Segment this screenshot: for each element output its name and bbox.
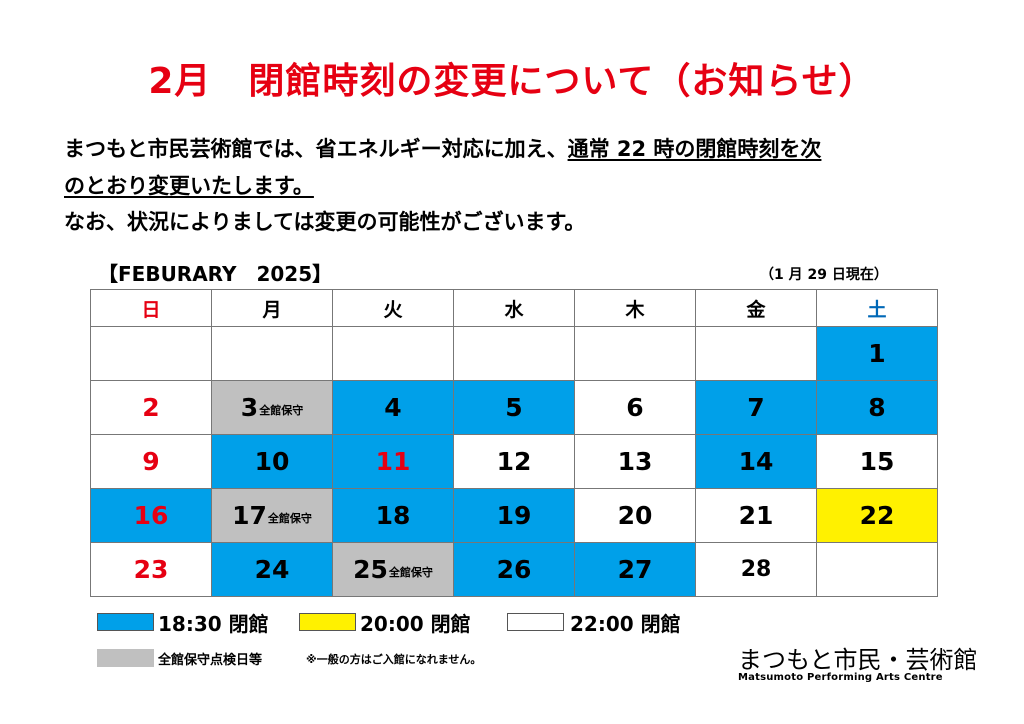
- week-row: 9 10 11 12 13 14 15: [90, 434, 938, 489]
- venue-logo-japanese: まつもと市民・芸術館: [738, 646, 978, 674]
- page-title: 2月 閉館時刻の変更について（お知らせ）: [148, 61, 876, 102]
- day-cell: [816, 542, 938, 597]
- day-cell: 20: [574, 488, 696, 543]
- day-cell-maintenance: 3全館保守: [211, 380, 333, 435]
- day-number: 25: [353, 555, 388, 584]
- day-cell: [453, 326, 575, 381]
- day-cell: 2: [90, 380, 212, 435]
- day-cell: 18: [332, 488, 454, 543]
- day-cell: 23: [90, 542, 212, 597]
- day-cell: 22: [816, 488, 938, 543]
- day-cell: 21: [695, 488, 817, 543]
- day-cell: [90, 326, 212, 381]
- day-cell: 24: [211, 542, 333, 597]
- day-cell-holiday: 11: [332, 434, 454, 489]
- day-cell: 7: [695, 380, 817, 435]
- day-cell: 5: [453, 380, 575, 435]
- week-row: 16 17全館保守 18 19 20 21 22: [90, 488, 938, 543]
- legend-label-gray: 全館保守点検日等: [158, 653, 263, 668]
- day-cell: 13: [574, 434, 696, 489]
- day-cell: 26: [453, 542, 575, 597]
- day-number: 17: [232, 501, 267, 530]
- maintenance-note: 全館保守: [388, 566, 433, 579]
- notice-line-2: のとおり変更いたします。: [64, 174, 314, 198]
- legend-swatch-yellow: [299, 613, 356, 631]
- day-cell-maintenance: 25全館保守: [332, 542, 454, 597]
- legend-swatch-white: [507, 613, 564, 631]
- day-cell: 4: [332, 380, 454, 435]
- day-cell: 16: [90, 488, 212, 543]
- week-row: 2 3全館保守 4 5 6 7 8: [90, 380, 938, 435]
- as-of-date: （1 月 29 日現在）: [760, 267, 888, 283]
- legend-label-blue: 18:30 閉館: [158, 612, 269, 636]
- day-cell: 6: [574, 380, 696, 435]
- day-cell: 14: [695, 434, 817, 489]
- day-cell: 8: [816, 380, 938, 435]
- day-cell: [574, 326, 696, 381]
- venue-logo-english: Matsumoto Performing Arts Centre: [738, 672, 943, 683]
- notice-line-1: まつもと市民芸術館では、省エネルギー対応に加え、通常 22 時の閉館時刻を次: [64, 133, 821, 163]
- legend-swatch-gray: [97, 649, 154, 667]
- legend-swatch-blue: [97, 613, 154, 631]
- calendar-month-label: 【FEBURARY 2025】: [98, 262, 333, 286]
- day-cell: 28: [695, 542, 817, 597]
- day-cell: 10: [211, 434, 333, 489]
- week-row: 1: [90, 326, 938, 381]
- weekday-sat: 土: [816, 289, 938, 327]
- notice-line-1-b: 通常 22 時の閉館時刻を次: [567, 137, 822, 161]
- day-cell: 9: [90, 434, 212, 489]
- maintenance-note: 全館保守: [259, 404, 304, 417]
- day-cell: [332, 326, 454, 381]
- legend-label-yellow: 20:00 閉館: [360, 612, 471, 636]
- day-cell: 27: [574, 542, 696, 597]
- notice-line-3: なお、状況によりましては変更の可能性がございます。: [64, 210, 586, 234]
- legend-gray-note: ※一般の方はご入館になれません。: [306, 653, 482, 666]
- weekday-header-row: 日 月 火 水 木 金 土: [90, 289, 938, 327]
- week-row: 23 24 25全館保守 26 27 28: [90, 542, 938, 597]
- day-cell-maintenance: 17全館保守: [211, 488, 333, 543]
- weekday-wed: 水: [453, 289, 575, 327]
- day-cell: 12: [453, 434, 575, 489]
- weekday-tue: 火: [332, 289, 454, 327]
- day-cell: 1: [816, 326, 938, 381]
- day-cell: [211, 326, 333, 381]
- weekday-mon: 月: [211, 289, 333, 327]
- weekday-sun: 日: [90, 289, 212, 327]
- maintenance-note: 全館保守: [267, 512, 312, 525]
- calendar-table: 日 月 火 水 木 金 土 1 2 3全館保守 4 5 6 7 8: [90, 289, 938, 597]
- weekday-thu: 木: [574, 289, 696, 327]
- legend-label-white: 22:00 閉館: [570, 612, 681, 636]
- day-cell: 19: [453, 488, 575, 543]
- notice-line-1-a: まつもと市民芸術館では、省エネルギー対応に加え、: [64, 137, 568, 161]
- day-cell: [695, 326, 817, 381]
- day-number: 3: [240, 393, 259, 422]
- day-cell: 15: [816, 434, 938, 489]
- weekday-fri: 金: [695, 289, 817, 327]
